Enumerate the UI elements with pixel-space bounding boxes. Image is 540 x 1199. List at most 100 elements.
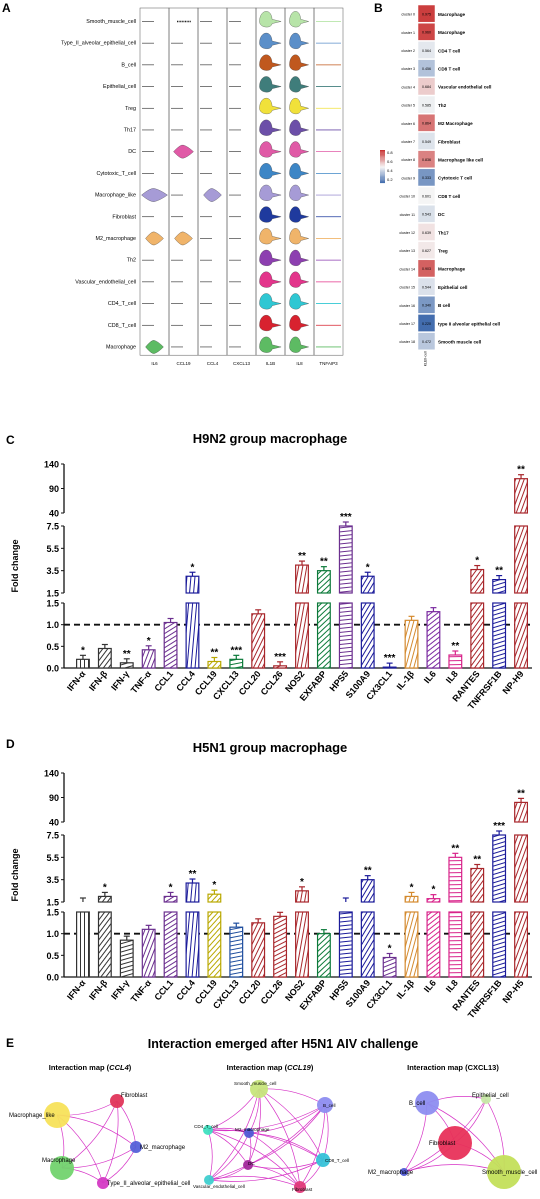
cluster-score: 0.903 [422,267,431,271]
gene-label-il1b: IL1B [266,361,275,366]
bar [316,602,331,669]
legend-gradient-step [380,155,385,157]
cluster-id: cluster 14 [399,267,415,271]
cluster-score: 0.549 [422,140,431,144]
cluster-label: Macrophage [438,30,466,35]
cluster-score: 0.975 [422,12,431,16]
violin-shape [289,249,310,266]
bar [273,915,288,978]
bar [404,911,419,978]
cell-type-label: Treg [125,106,136,112]
category-label: IL8 [444,978,460,994]
cluster-label: type II alveolar epithelial cell [438,321,500,326]
cluster-label: CD4 T cell [438,48,460,53]
interaction-edge [322,1104,329,1161]
cell-type-label: Type_II_alveolar_epithelial_cell [61,41,136,47]
y-tick-label: 140 [44,769,59,779]
cluster-label: Macrophage [438,267,466,272]
interaction-edge [207,1104,326,1132]
cluster-id: cluster 9 [401,176,415,180]
bar [338,525,353,594]
violin-shape [259,76,282,93]
heatmap-cell [417,186,436,205]
network-node [438,1126,472,1160]
h9n2-bar-chart: 140 90 40 7.5 5.5 3.5 1.51.5 1.0 0.5 0.0 Fold chan… [10,460,532,711]
category-label: TNF-α [129,978,154,1005]
bar [514,602,529,669]
network-node-label: Macrophage_like [9,1113,55,1119]
cluster-score: 0.639 [422,231,431,235]
network-node [203,1125,213,1135]
network-node-label: Fibroblast [121,1093,148,1099]
significance-marker: * [212,880,216,891]
legend-gradient-step [380,179,385,181]
bar [163,621,178,669]
network-node-label: M2_macrophage [368,1170,414,1176]
cluster-score: 0.864 [422,122,431,126]
cluster-score: 0.544 [422,285,431,289]
bar [514,911,529,978]
bar [338,911,353,978]
cell-type-label: Fibroblast [112,214,136,220]
category-label: IL8 [444,669,460,685]
bar [163,895,178,903]
h5n1-bar-chart: 140 90 40 7.5 5.5 3.5 1.51.5 1.0 0.5 0.0 Fold chan… [10,769,532,1020]
bar [119,939,134,978]
significance-marker: ** [451,843,459,854]
cluster-label: B cell [438,303,450,308]
category-label: CCL26 [259,978,285,1006]
significance-marker: *** [493,821,505,832]
bar [229,658,244,669]
legend-gradient-step [380,172,385,174]
bar [514,525,529,594]
bar [295,564,309,594]
legend-gradient-step [380,176,385,178]
gene-label-ccl19: CCL19 [176,361,191,366]
cluster-score: 0.960 [422,31,431,35]
violin-shape [289,141,310,158]
panel-label-d: D [6,737,15,751]
bar [382,666,397,669]
legend-gradient-step [380,181,385,184]
bar [75,911,90,978]
bar [251,922,266,978]
bar [207,660,222,669]
interaction-map-title: Interaction map (CCL19) [227,1063,314,1072]
significance-marker: *** [230,645,242,656]
y-tick-label: 0.0 [46,664,59,674]
violin-shape [289,271,310,288]
violin-column-frame [168,7,199,356]
cluster-id: cluster 3 [401,67,415,71]
category-label: CCL20 [237,669,263,697]
legend-tick: 0.2 [387,177,393,182]
bar [404,619,419,669]
network-node [487,1155,521,1189]
network-node-label: Fibroblast [292,1187,313,1192]
category-label: IL-1β [395,668,417,691]
bar [163,911,178,978]
violin-shape [259,336,282,353]
significance-marker: * [169,882,173,893]
violin-column-frame [139,7,170,356]
interaction-edge [208,1088,260,1181]
significance-marker: ** [517,465,525,476]
bar [492,578,507,594]
y-tick-label: 1.5 [46,908,59,918]
legend-gradient-step [380,168,385,170]
bar [97,911,112,978]
legend-gradient-step [380,156,385,158]
h5n1-chart-title: H5N1 group macrophage [193,740,348,755]
bar [448,654,463,669]
cluster-label: Cytotoxic T cell [438,176,472,181]
significance-marker: ** [517,788,525,799]
cluster-id: cluster 2 [401,49,415,53]
violin-shape [145,231,164,246]
network-node [481,1094,491,1104]
legend-gradient-step [380,154,385,156]
significance-marker: * [103,882,107,893]
bar [295,911,309,978]
heatmap-cell [417,4,436,23]
interaction-map-gene: CCL4 [109,1063,129,1072]
bar [273,665,288,669]
cluster-score: 0.684 [422,85,431,89]
